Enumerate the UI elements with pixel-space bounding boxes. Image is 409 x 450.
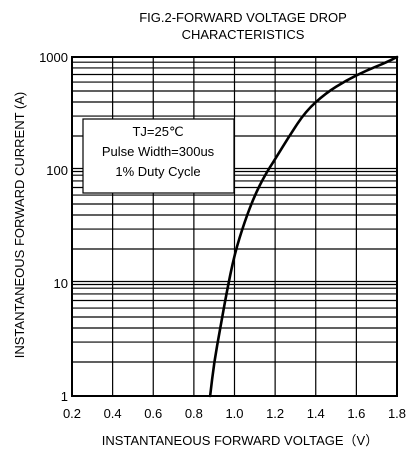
x-tick-label: 1.6	[347, 406, 365, 421]
condition-box-line-3: 1% Duty Cycle	[115, 164, 200, 179]
x-tick-label: 1.8	[388, 406, 406, 421]
condition-box-frame	[82, 118, 235, 194]
y-tick-label: 100	[46, 163, 68, 178]
x-tick-label: 1.0	[225, 406, 243, 421]
condition-box: TJ=25℃ Pulse Width=300us 1% Duty Cycle	[82, 118, 235, 194]
x-tick-label: 0.8	[185, 406, 203, 421]
forward-voltage-curve	[208, 55, 399, 398]
y-tick-label: 1	[61, 389, 68, 404]
condition-box-line-1: TJ=25℃	[132, 124, 183, 139]
grid-layer	[71, 56, 398, 397]
x-tick-label: 0.6	[144, 406, 162, 421]
y-axis-label: INSTANTANEOUS FORWARD CURRENT (A)	[12, 92, 27, 359]
x-tick-label: 0.4	[104, 406, 122, 421]
chart-title-line-2: CHARACTERISTICS	[182, 27, 305, 42]
tick-layer: 0.2 0.4 0.6 0.8 1.0 1.2 1.4 1.6 1.8 1 10 100 1000	[39, 50, 406, 421]
x-tick-label: 0.2	[63, 406, 81, 421]
condition-box-line-2: Pulse Width=300us	[102, 144, 215, 159]
x-tick-label: 1.4	[307, 406, 325, 421]
x-tick-label: 1.2	[266, 406, 284, 421]
y-tick-label: 10	[54, 276, 68, 291]
curve-layer	[208, 55, 399, 398]
y-tick-label: 1000	[39, 50, 68, 65]
chart-title-line-1: FIG.2-FORWARD VOLTAGE DROP	[139, 10, 347, 25]
x-axis-label: INSTANTANEOUS FORWARD VOLTAGE（V）	[102, 433, 378, 448]
